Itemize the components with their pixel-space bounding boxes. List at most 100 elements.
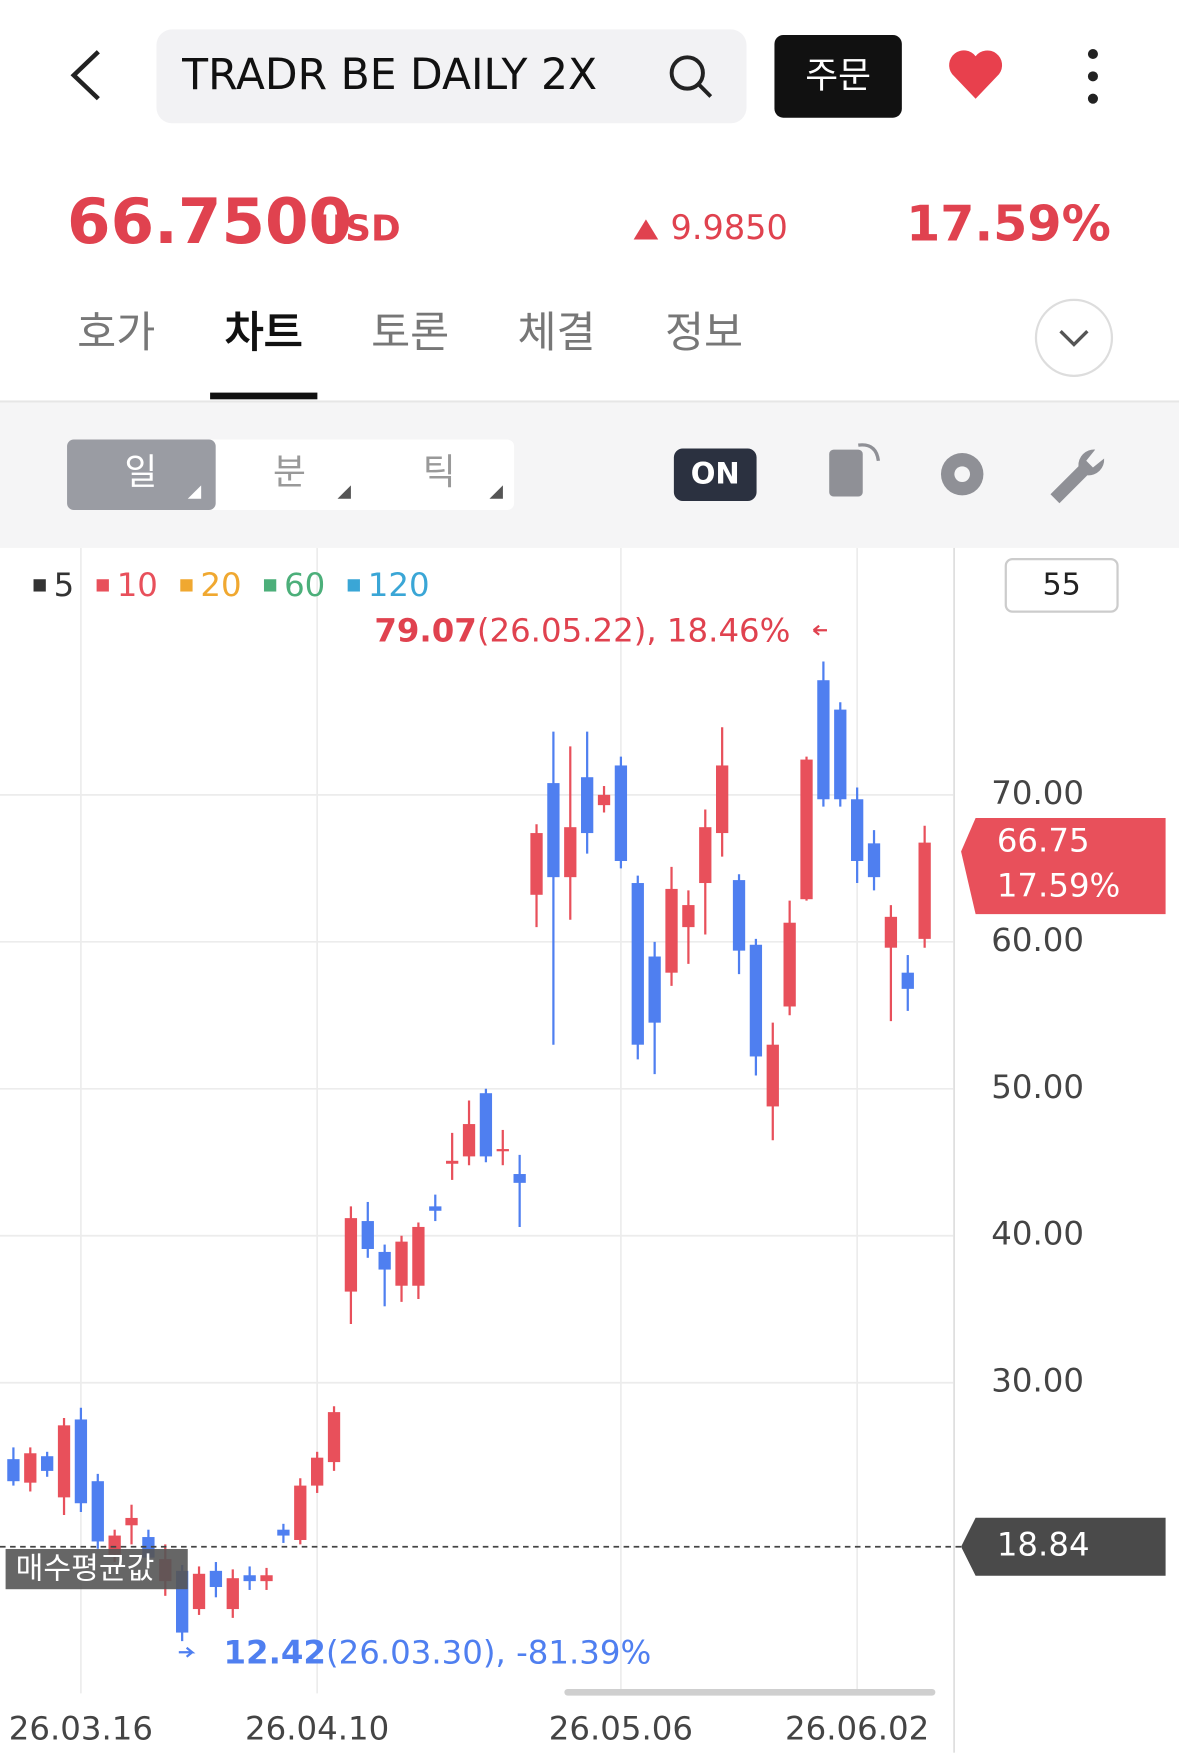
candle-body: [732, 880, 746, 951]
candle-body: [479, 1093, 493, 1157]
low-pointer: [178, 1646, 196, 1658]
order-label: 주문: [805, 55, 871, 96]
current-change: 17.59%: [997, 866, 1121, 904]
search-icon[interactable]: [669, 55, 705, 91]
legend-label: 120: [368, 566, 430, 604]
candle-body: [277, 1529, 290, 1536]
candle-body: [901, 972, 914, 989]
candle-body: [209, 1570, 223, 1588]
period[interactable]: 분: [273, 452, 306, 493]
candle-body: [665, 888, 678, 973]
y-tick-label: 50.00: [991, 1068, 1084, 1106]
candle-body: [446, 1160, 459, 1164]
change-percent: 17.59%: [906, 195, 1111, 253]
legend-swatch: [263, 579, 277, 592]
candle-body: [462, 1124, 476, 1157]
y-tick-label: 40.00: [991, 1215, 1084, 1253]
candle-body: [125, 1517, 138, 1526]
candle-body: [7, 1459, 20, 1482]
high-note: (26.05.22), 18.46%: [477, 611, 791, 649]
x-tick-label: 26.06.02: [785, 1709, 929, 1747]
candle-body: [884, 916, 898, 948]
y-tick-label: 60.00: [991, 921, 1084, 959]
candle-body: [243, 1575, 256, 1582]
expand-icon: [1059, 329, 1089, 347]
candle-body: [361, 1221, 374, 1249]
candle-body: [226, 1578, 239, 1610]
candle-body: [800, 759, 813, 900]
candle-body: [294, 1485, 307, 1540]
back-button[interactable]: [70, 50, 100, 101]
current-tag: [961, 818, 1166, 915]
low-value: 12.42: [224, 1634, 326, 1672]
count-box: [1004, 558, 1119, 613]
visible-count: 55: [1042, 567, 1080, 602]
favorite-button[interactable]: [949, 50, 1003, 99]
more-button[interactable]: [1087, 48, 1098, 104]
legend-swatch: [33, 579, 46, 592]
up-arrow: [633, 219, 659, 240]
candle-body: [57, 1425, 71, 1498]
period[interactable]: 틱: [423, 452, 456, 493]
candle-body: [496, 1149, 509, 1152]
x-tick-label: 26.05.06: [549, 1709, 693, 1747]
search-box[interactable]: [156, 29, 747, 124]
tab[interactable]: 정보: [665, 309, 743, 358]
low-note: (26.03.30), -81.39%: [326, 1634, 651, 1672]
legend-swatch: [347, 579, 360, 592]
tab-active[interactable]: 차트: [225, 309, 303, 358]
average-tag: [961, 1517, 1166, 1576]
candle-body: [530, 833, 543, 895]
candle-body: [766, 1044, 779, 1107]
high-pointer: [812, 624, 827, 636]
candle-body: [260, 1575, 273, 1582]
candle-body: [41, 1456, 54, 1471]
price: 66.7500: [67, 185, 352, 258]
candle-body: [918, 842, 931, 939]
average-label: 매수평균값: [16, 1552, 155, 1587]
candle-body: [614, 765, 628, 861]
legend-swatch: [180, 579, 193, 592]
stock-title: TRADR BE DAILY 2X: [181, 51, 597, 100]
candle-body: [631, 883, 644, 1045]
tab-underline: [210, 392, 318, 400]
expand-button[interactable]: [1034, 298, 1114, 377]
candle-body: [412, 1226, 425, 1286]
candle-body: [429, 1206, 442, 1211]
tab[interactable]: 토론: [371, 309, 449, 358]
x-tick-label: 26.04.10: [245, 1709, 389, 1747]
toggle-button[interactable]: [673, 448, 757, 502]
candle-body: [867, 843, 881, 878]
candle-body: [547, 783, 560, 878]
candle-body: [24, 1453, 37, 1483]
legend-label: 5: [54, 566, 75, 604]
candle-body: [311, 1457, 324, 1486]
average-value: 18.84: [997, 1526, 1090, 1564]
tool-icon[interactable]: [1050, 449, 1105, 504]
candle-body: [699, 827, 712, 884]
period-selected[interactable]: [67, 439, 216, 510]
candle-body: [817, 680, 830, 800]
candle-body: [192, 1573, 206, 1610]
order-button[interactable]: [774, 34, 902, 118]
settings-hole: [954, 466, 971, 483]
candle-body: [783, 922, 796, 1007]
candle-body: [564, 827, 577, 878]
candle-body: [327, 1412, 341, 1463]
tab[interactable]: 체결: [517, 309, 595, 358]
legend-swatch: [96, 579, 109, 592]
candle-body: [513, 1174, 526, 1183]
candle-body: [378, 1251, 391, 1270]
period[interactable]: 일: [124, 452, 157, 493]
rotate-icon[interactable]: [829, 449, 863, 497]
change: 9.9850: [671, 208, 788, 247]
search-icon-handle: [697, 82, 713, 98]
candle-body: [648, 956, 661, 1023]
scrollbar: [564, 1688, 936, 1696]
tab[interactable]: 호가: [77, 309, 155, 358]
candle-body: [597, 794, 611, 806]
legend-label: 20: [200, 566, 241, 604]
candle-body: [749, 944, 763, 1057]
toggle-label: ON: [691, 456, 740, 490]
